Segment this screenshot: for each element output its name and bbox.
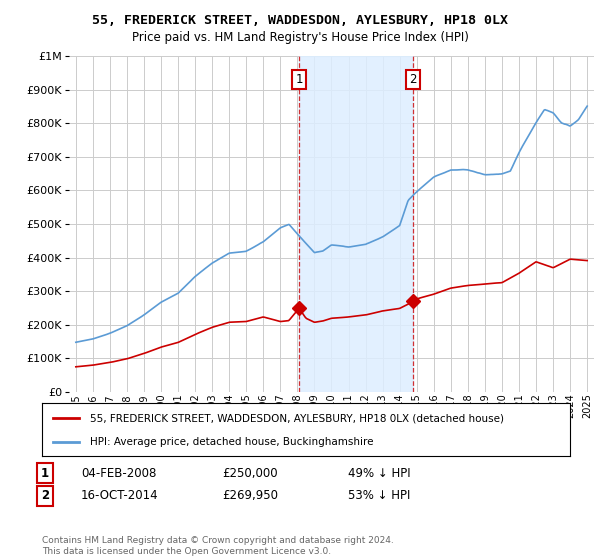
Text: £269,950: £269,950 — [222, 489, 278, 502]
Text: HPI: Average price, detached house, Buckinghamshire: HPI: Average price, detached house, Buck… — [89, 436, 373, 446]
Text: 1: 1 — [41, 466, 49, 480]
Text: 2: 2 — [41, 489, 49, 502]
Text: £250,000: £250,000 — [222, 466, 278, 480]
Text: 49% ↓ HPI: 49% ↓ HPI — [348, 466, 410, 480]
Text: Contains HM Land Registry data © Crown copyright and database right 2024.
This d: Contains HM Land Registry data © Crown c… — [42, 536, 394, 556]
Text: Price paid vs. HM Land Registry's House Price Index (HPI): Price paid vs. HM Land Registry's House … — [131, 31, 469, 44]
Text: 2: 2 — [409, 73, 417, 86]
Text: 55, FREDERICK STREET, WADDESDON, AYLESBURY, HP18 0LX (detached house): 55, FREDERICK STREET, WADDESDON, AYLESBU… — [89, 413, 503, 423]
Text: 55, FREDERICK STREET, WADDESDON, AYLESBURY, HP18 0LX: 55, FREDERICK STREET, WADDESDON, AYLESBU… — [92, 14, 508, 27]
Text: 53% ↓ HPI: 53% ↓ HPI — [348, 489, 410, 502]
Text: 16-OCT-2014: 16-OCT-2014 — [81, 489, 158, 502]
Text: 04-FEB-2008: 04-FEB-2008 — [81, 466, 157, 480]
Text: 1: 1 — [295, 73, 303, 86]
Bar — [299, 56, 413, 392]
